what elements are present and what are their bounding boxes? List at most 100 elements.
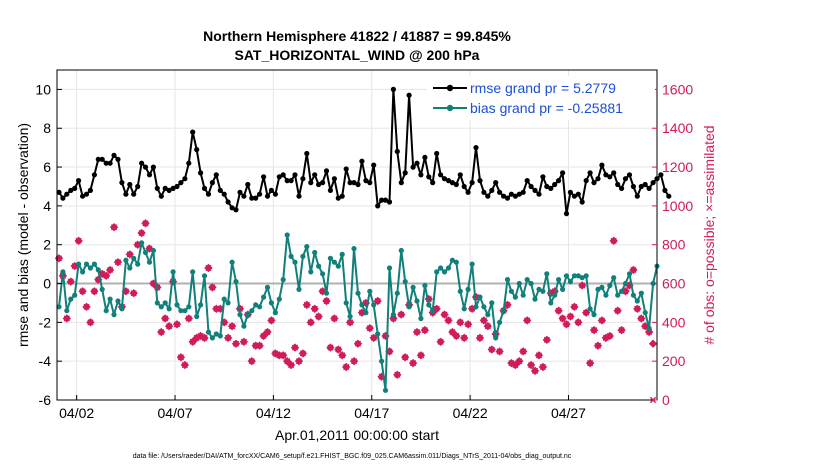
rmse-series-point xyxy=(83,191,90,197)
rmse-series-point xyxy=(229,205,235,211)
obs-assimilated-point xyxy=(350,358,358,365)
rmse-series-point xyxy=(56,189,62,195)
obs-assimilated-point xyxy=(114,259,122,266)
obs-assimilated-point xyxy=(583,309,590,316)
bias-series-point xyxy=(634,298,640,304)
rmse-series-point xyxy=(150,164,156,170)
obs-assimilated-point xyxy=(528,361,535,369)
rmse-series-point xyxy=(493,180,499,186)
obs-assimilated-point xyxy=(240,338,247,345)
rmse-series-point xyxy=(662,187,668,193)
legend-rmse-marker xyxy=(446,84,454,92)
bias-series-point xyxy=(111,312,117,318)
rmse-series-point xyxy=(579,199,585,205)
y-tick-label-3: 0 xyxy=(43,276,51,292)
rmse-series-point xyxy=(182,176,188,182)
obs-assimilated-point xyxy=(496,348,503,355)
bias-series-point xyxy=(441,269,448,275)
rmse-series-point xyxy=(300,176,306,182)
y-right-tick-label-8: 1600 xyxy=(662,81,693,97)
obs-assimilated-point xyxy=(516,358,523,365)
rmse-series-point xyxy=(154,185,160,191)
rmse-series-point xyxy=(575,191,581,197)
rmse-series-point xyxy=(166,187,172,193)
obs-assimilated-point xyxy=(201,334,208,341)
bias-series-point xyxy=(501,308,507,314)
obs-assimilated-point xyxy=(197,332,204,340)
grid-layer xyxy=(57,70,657,401)
bias-series-point xyxy=(642,310,648,316)
obs-assimilated-point xyxy=(272,350,279,357)
rmse-series-point xyxy=(426,174,432,180)
bias-series-point xyxy=(170,269,176,275)
y-right-tick-label-6: 1200 xyxy=(662,159,693,175)
obs-assimilated-point xyxy=(103,272,110,279)
bias-series-point xyxy=(406,304,412,310)
bias-series-point xyxy=(343,300,349,306)
obs-assimilated-point xyxy=(417,352,425,359)
rmse-series-point xyxy=(335,195,341,201)
y-tick-label-7: 8 xyxy=(43,120,51,136)
rmse-series-point xyxy=(646,185,652,191)
legend-bias-label: bias grand pr = -0.25881 xyxy=(470,100,623,116)
rmse-series-point xyxy=(658,172,664,178)
obs-assimilated-point xyxy=(563,321,570,328)
bias-series-point xyxy=(194,313,200,320)
bias-series-point xyxy=(264,284,271,290)
rmse-series-point xyxy=(249,195,255,201)
rmse-series-point xyxy=(556,178,562,184)
rmse-series-point xyxy=(453,181,459,188)
rmse-series-point xyxy=(198,170,204,176)
rmse-series-point xyxy=(449,180,455,186)
bias-series-point xyxy=(245,312,251,318)
rmse-series-point xyxy=(139,160,145,166)
bias-series-point xyxy=(426,302,432,308)
y-tick-label-6: 6 xyxy=(43,159,51,175)
obs-assimilated-point xyxy=(91,288,98,295)
obs-assimilated-point xyxy=(465,321,472,328)
obs-assimilated-point xyxy=(205,264,212,272)
bias-series-point xyxy=(548,300,554,306)
bias-series-point xyxy=(103,308,109,314)
obs-assimilated-point xyxy=(295,358,303,365)
bias-series-point xyxy=(127,265,133,271)
bias-series-point xyxy=(445,265,452,271)
rmse-series-point xyxy=(583,178,589,184)
obs-assimilated-point xyxy=(421,327,428,334)
rmse-series-point xyxy=(205,191,212,197)
rmse-series-point xyxy=(398,180,404,186)
obs-assimilated-point xyxy=(634,305,641,312)
rmse-series-point xyxy=(414,160,420,166)
legend: rmse grand pr = 5.2779 bias grand pr = -… xyxy=(427,76,655,120)
rmse-series-point xyxy=(615,181,621,188)
rmse-series-point xyxy=(296,193,302,199)
bias-series-point xyxy=(107,296,113,302)
obs-assimilated-point xyxy=(630,266,637,274)
rmse-series-point xyxy=(587,170,593,176)
bias-series-point xyxy=(261,294,267,300)
bias-series-point xyxy=(422,282,428,289)
obs-assimilated-point xyxy=(75,237,82,244)
rmse-series-point xyxy=(308,180,314,186)
bias-series-point xyxy=(508,288,514,294)
rmse-series-point xyxy=(418,172,424,178)
bias-series-point xyxy=(504,277,511,283)
rmse-series-point xyxy=(355,181,361,188)
rmse-series-point xyxy=(103,160,109,166)
rmse-series-point xyxy=(127,181,133,188)
rmse-series-point xyxy=(221,191,227,197)
rmse-series-point xyxy=(146,172,153,178)
bias-series-point xyxy=(453,259,459,265)
bias-series-point xyxy=(316,263,322,269)
bias-series-point xyxy=(150,247,156,254)
y-tick-label-4: 2 xyxy=(43,237,51,253)
x-tick-label-2: 04/12 xyxy=(256,405,291,421)
bias-series-point xyxy=(288,253,294,259)
rmse-series-point xyxy=(99,156,105,162)
bias-series-point xyxy=(410,284,416,290)
bias-series-point xyxy=(80,269,86,275)
bias-series-point xyxy=(438,265,444,271)
bias-series-point xyxy=(524,277,530,283)
bias-series-point xyxy=(257,304,263,310)
